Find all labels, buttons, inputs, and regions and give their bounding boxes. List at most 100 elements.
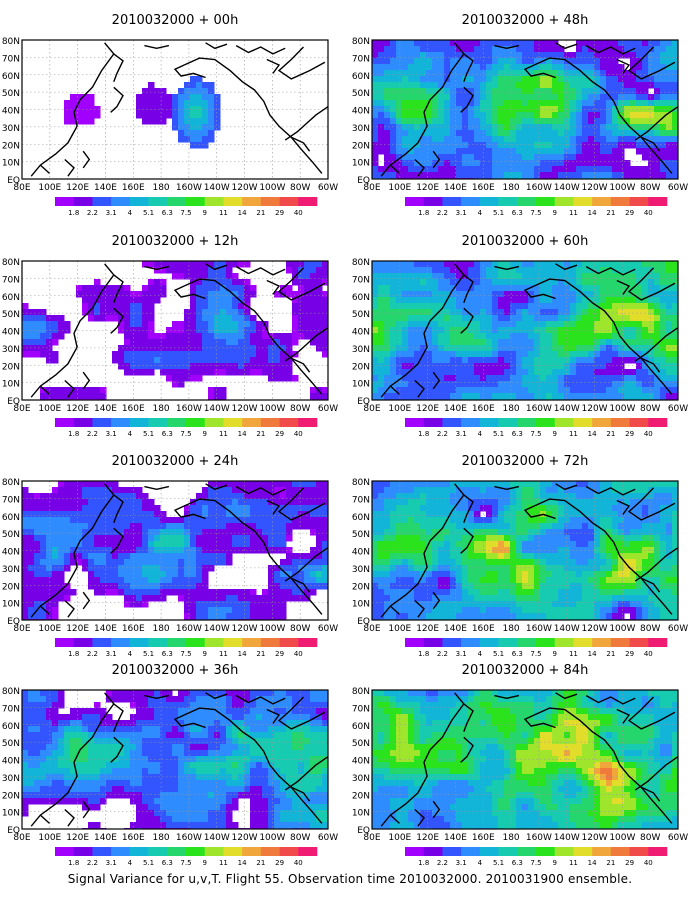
variance-cell <box>118 565 125 572</box>
variance-cell <box>322 714 328 721</box>
variance-cell <box>268 363 275 370</box>
variance-cell <box>274 798 281 805</box>
variance-cell <box>250 595 257 602</box>
variance-cell <box>534 130 541 137</box>
variance-cell <box>196 738 203 745</box>
variance-cell <box>124 559 131 566</box>
variance-cell <box>76 100 83 107</box>
variance-cell <box>474 303 481 310</box>
variance-cell <box>208 792 215 799</box>
variance-cell <box>280 517 287 524</box>
variance-cell <box>136 357 143 364</box>
colorbar-swatch <box>517 197 537 206</box>
colorbar-swatch <box>167 197 187 206</box>
variance-cell <box>88 732 95 739</box>
colorbar-label: 14 <box>238 650 247 658</box>
variance-cell <box>268 535 275 542</box>
variance-cell <box>130 565 137 572</box>
variance-cell <box>220 291 227 298</box>
variance-cell <box>202 714 209 721</box>
colorbar-label: 7.5 <box>180 650 191 658</box>
coastline <box>30 483 115 618</box>
colorbar-swatch <box>242 638 262 647</box>
variance-cell <box>642 70 649 77</box>
variance-cell <box>268 750 275 757</box>
variance-cell <box>142 816 149 823</box>
variance-cell <box>34 541 41 548</box>
variance-cell <box>322 798 328 805</box>
variance-cell <box>232 333 239 340</box>
variance-cell <box>396 148 403 155</box>
variance-cell <box>172 100 179 107</box>
variance-cell <box>558 285 565 292</box>
variance-cell <box>268 726 275 733</box>
variance-cell <box>298 493 305 500</box>
colorbar-label: 2.2 <box>87 859 98 867</box>
variance-cell <box>208 559 215 566</box>
variance-cell <box>154 94 161 101</box>
colorbar-label: 1.8 <box>68 209 79 217</box>
variance-cell <box>214 321 221 328</box>
variance-cell <box>226 720 233 727</box>
variance-cell <box>540 160 547 167</box>
variance-cell <box>208 291 215 298</box>
variance-cell <box>100 571 107 578</box>
variance-cell <box>660 297 667 304</box>
variance-cell <box>136 583 143 590</box>
variance-cell <box>292 744 299 751</box>
variance-cell <box>292 553 299 560</box>
variance-cell <box>46 601 53 608</box>
variance-cell <box>46 780 53 787</box>
variance-cell <box>22 517 29 524</box>
variance-cell <box>34 553 41 560</box>
variance-cell <box>540 297 547 304</box>
variance-cell <box>390 315 397 322</box>
variance-cell <box>172 696 179 703</box>
variance-cell <box>40 738 47 745</box>
variance-cell <box>402 94 409 101</box>
variance-cell <box>220 315 227 322</box>
variance-cell <box>540 100 547 107</box>
variance-cell <box>208 714 215 721</box>
variance-cell <box>220 768 227 775</box>
y-tick-label: 30N <box>2 345 20 355</box>
x-tick-label: 180 <box>502 183 519 193</box>
colorbar-label: 5.1 <box>143 209 154 217</box>
variance-cell <box>582 261 589 268</box>
variance-cell <box>190 339 197 346</box>
variance-cell <box>450 267 457 274</box>
variance-cell <box>396 160 403 167</box>
variance-cell <box>298 780 305 787</box>
variance-cell <box>672 118 678 125</box>
variance-cell <box>558 160 565 167</box>
variance-cell <box>88 387 95 394</box>
variance-cell <box>546 112 553 119</box>
variance-cell <box>316 273 323 280</box>
variance-cell <box>142 798 149 805</box>
variance-cell <box>450 273 457 280</box>
variance-cell <box>58 780 65 787</box>
variance-cell <box>160 780 167 787</box>
variance-cell <box>292 267 299 274</box>
variance-cell <box>160 285 167 292</box>
variance-cell <box>310 750 317 757</box>
variance-cell <box>480 40 487 47</box>
variance-cell <box>94 303 101 310</box>
variance-cell <box>304 798 311 805</box>
variance-cell <box>220 333 227 340</box>
variance-cell <box>310 273 317 280</box>
variance-cell <box>292 696 299 703</box>
variance-cell <box>82 708 89 715</box>
variance-cell <box>504 273 511 280</box>
variance-cell <box>220 816 227 823</box>
variance-cell <box>64 589 71 596</box>
variance-cell <box>154 786 161 793</box>
x-tick-label: 60W <box>668 183 688 193</box>
variance-cell <box>666 315 673 322</box>
variance-cell <box>244 786 251 793</box>
variance-cell <box>172 559 179 566</box>
variance-cell <box>166 774 173 781</box>
variance-cell <box>82 535 89 542</box>
variance-cell <box>196 100 203 107</box>
variance-cell <box>70 792 77 799</box>
